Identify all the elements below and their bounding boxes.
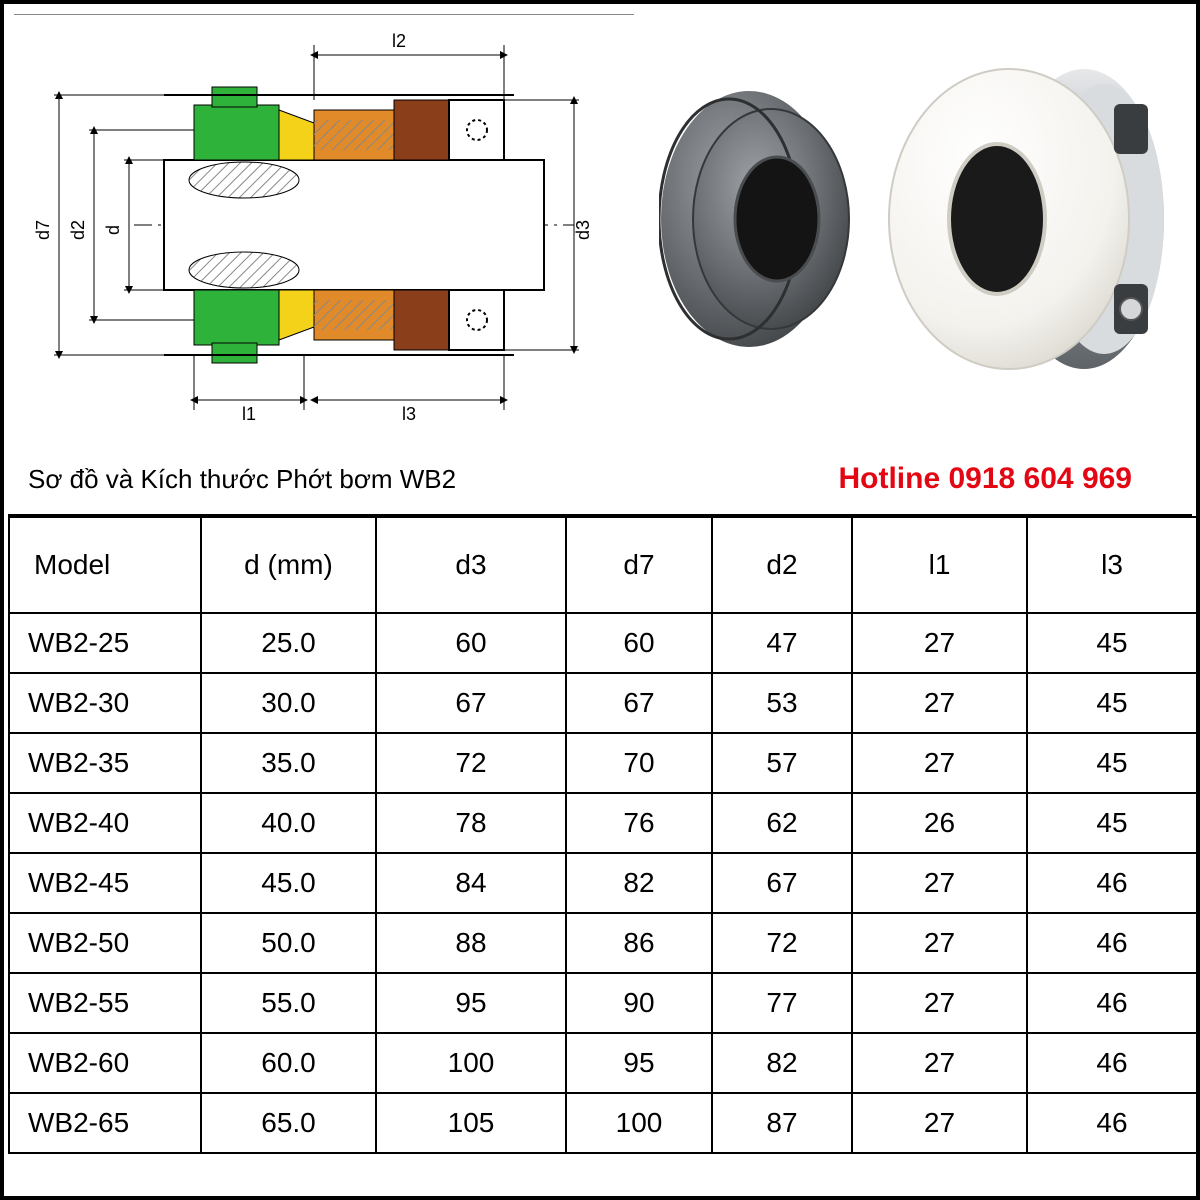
cell-value: 46 [1027,1093,1197,1153]
technical-diagram: l2 l1 l3 d7 d2 d [14,14,634,434]
cell-model: WB2-65 [9,1093,201,1153]
seal-dark-ring [659,79,859,359]
cell-value: 67 [566,673,712,733]
cell-value: 45 [1027,793,1197,853]
cell-value: 45 [1027,733,1197,793]
cell-value: 55.0 [201,973,376,1033]
table-row: WB2-6565.0105100872746 [9,1093,1197,1153]
svg-text:d7: d7 [33,220,53,240]
cell-value: 46 [1027,913,1197,973]
cell-value: 60 [376,613,566,673]
hotline-text: Hotline 0918 604 969 [838,462,1172,496]
cell-value: 67 [712,853,852,913]
spec-table-wrap: Model d (mm) d3 d7 d2 l1 l3 WB2-2525.060… [8,514,1192,1192]
table-row: WB2-2525.06060472745 [9,613,1197,673]
cell-value: 27 [852,973,1027,1033]
cell-value: 57 [712,733,852,793]
svg-text:l3: l3 [402,404,416,424]
cell-value: 86 [566,913,712,973]
cell-value: 45 [1027,613,1197,673]
cell-value: 27 [852,613,1027,673]
cell-value: 78 [376,793,566,853]
cell-value: 27 [852,1093,1027,1153]
cell-value: 72 [376,733,566,793]
cell-value: 27 [852,853,1027,913]
cell-value: 95 [376,973,566,1033]
page: l2 l1 l3 d7 d2 d [0,0,1200,1200]
col-header-d7: d7 [566,517,712,613]
cell-model: WB2-40 [9,793,201,853]
table-row: WB2-5555.09590772746 [9,973,1197,1033]
caption-row: Sơ đồ và Kích thước Phớt bơm WB2 Hotline… [4,454,1196,504]
cell-value: 47 [712,613,852,673]
cell-value: 27 [852,733,1027,793]
table-row: WB2-3030.06767532745 [9,673,1197,733]
cell-model: WB2-60 [9,1033,201,1093]
table-header-row: Model d (mm) d3 d7 d2 l1 l3 [9,517,1197,613]
cell-value: 62 [712,793,852,853]
cell-model: WB2-25 [9,613,201,673]
table-row: WB2-4040.07876622645 [9,793,1197,853]
col-header-l3: l3 [1027,517,1197,613]
svg-text:d3: d3 [573,220,593,240]
col-header-d: d (mm) [201,517,376,613]
table-row: WB2-3535.07270572745 [9,733,1197,793]
cell-value: 50.0 [201,913,376,973]
svg-text:d: d [103,225,123,235]
cell-value: 72 [712,913,852,973]
cell-value: 88 [376,913,566,973]
cell-value: 27 [852,673,1027,733]
diagram-caption: Sơ đồ và Kích thước Phớt bơm WB2 [28,464,456,495]
table-row: WB2-5050.08886722746 [9,913,1197,973]
cell-value: 25.0 [201,613,376,673]
cell-value: 46 [1027,1033,1197,1093]
cell-value: 45.0 [201,853,376,913]
cell-model: WB2-45 [9,853,201,913]
cell-value: 95 [566,1033,712,1093]
cell-model: WB2-55 [9,973,201,1033]
top-section: l2 l1 l3 d7 d2 d [4,4,1196,444]
cell-value: 67 [376,673,566,733]
cell-value: 40.0 [201,793,376,853]
product-photo [644,24,1184,414]
cell-value: 100 [566,1093,712,1153]
cell-value: 82 [566,853,712,913]
cell-model: WB2-35 [9,733,201,793]
cell-value: 60.0 [201,1033,376,1093]
cell-value: 60 [566,613,712,673]
cell-value: 53 [712,673,852,733]
col-header-l1: l1 [852,517,1027,613]
cell-value: 35.0 [201,733,376,793]
cell-value: 27 [852,913,1027,973]
cell-value: 105 [376,1093,566,1153]
svg-text:l2: l2 [392,31,406,51]
col-header-d2: d2 [712,517,852,613]
col-header-model: Model [9,517,201,613]
cell-value: 82 [712,1033,852,1093]
cell-value: 100 [376,1033,566,1093]
cell-value: 46 [1027,973,1197,1033]
cell-value: 46 [1027,853,1197,913]
cell-value: 65.0 [201,1093,376,1153]
table-row: WB2-4545.08482672746 [9,853,1197,913]
cell-model: WB2-50 [9,913,201,973]
cell-value: 26 [852,793,1027,853]
cell-value: 76 [566,793,712,853]
seal-white-body [879,59,1169,379]
svg-text:d2: d2 [68,220,88,240]
cell-value: 77 [712,973,852,1033]
cell-model: WB2-30 [9,673,201,733]
spec-table: Model d (mm) d3 d7 d2 l1 l3 WB2-2525.060… [8,516,1198,1154]
cell-value: 87 [712,1093,852,1153]
cell-value: 45 [1027,673,1197,733]
table-row: WB2-6060.010095822746 [9,1033,1197,1093]
cell-value: 70 [566,733,712,793]
cell-value: 90 [566,973,712,1033]
cell-value: 30.0 [201,673,376,733]
cell-value: 84 [376,853,566,913]
col-header-d3: d3 [376,517,566,613]
svg-text:l1: l1 [242,404,256,424]
cell-value: 27 [852,1033,1027,1093]
